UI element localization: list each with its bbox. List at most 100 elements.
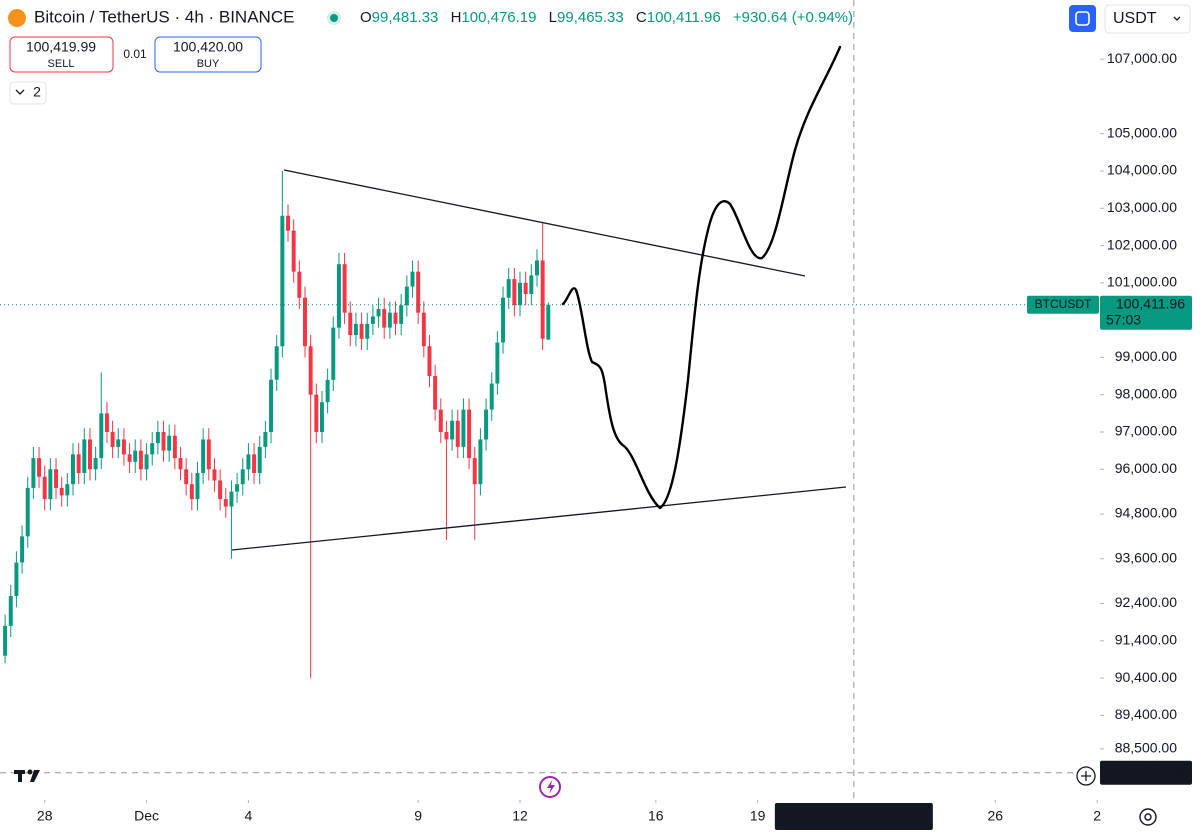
ohlc-key: L: [549, 9, 557, 26]
candle-body: [184, 469, 189, 485]
candle-body: [93, 458, 98, 470]
replay-button[interactable]: [1069, 5, 1096, 32]
candle-body: [342, 264, 347, 313]
candle-body: [229, 491, 234, 507]
candle-body: [201, 439, 206, 474]
settings-icon[interactable]: [1139, 808, 1157, 826]
candle-body: [512, 279, 517, 306]
x-tick-label: Dec: [134, 808, 159, 824]
candle-body: [8, 596, 13, 626]
candle-body: [252, 454, 257, 474]
candle-body: [393, 312, 398, 324]
candle-body: [206, 439, 211, 470]
symbol-tag-label: BTCUSDT: [1035, 297, 1092, 311]
candle-body: [189, 484, 194, 500]
candle-body: [82, 439, 87, 474]
candle-body: [59, 487, 64, 496]
axes: 107,000.00 105,000.00 104,000.00 103,000.00…: [37, 50, 1192, 830]
candle-body: [76, 454, 81, 474]
x-tick-label: 19: [750, 808, 766, 824]
candle-body: [353, 323, 358, 336]
candle-body: [291, 230, 296, 272]
candle-body: [161, 431, 166, 451]
candle-body: [150, 443, 155, 455]
x-tick-label: 9: [414, 808, 422, 824]
y-tick-label: 102,000.00: [1107, 236, 1177, 252]
forecast-drawing: [561, 45, 842, 510]
candle-body: [121, 439, 126, 455]
y-tick-label: 89,400.00: [1115, 706, 1177, 722]
candle-body: [218, 480, 223, 500]
logo-part: [27, 769, 33, 775]
sell-label: SELL: [48, 58, 75, 70]
candle-body: [359, 323, 364, 339]
candle-body: [223, 499, 228, 507]
status-dot: [330, 14, 338, 22]
candle-body: [518, 282, 522, 306]
layers-toggle[interactable]: [9, 81, 47, 105]
x-tick-label: 26: [988, 808, 1004, 824]
y-tick-label: 107,000.00: [1107, 50, 1177, 66]
candle-body: [133, 450, 138, 462]
candle-body: [54, 469, 58, 488]
sell-button[interactable]: [9, 36, 114, 73]
candle-body: [240, 469, 245, 485]
candle-body: [3, 625, 8, 656]
candle-body: [99, 413, 104, 459]
crosshair-time-label: Sat 21 Dec '24 20:00: [789, 808, 920, 824]
candle-body: [212, 469, 217, 481]
candle-body: [65, 484, 70, 496]
candle-body: [286, 215, 290, 231]
candle-body: [42, 476, 47, 500]
candle-body: [195, 473, 200, 500]
candle-body: [399, 305, 404, 324]
candle-body: [71, 454, 75, 485]
candle-body: [546, 304, 551, 340]
x-tick-label: 2: [1093, 808, 1101, 824]
candle-body: [303, 297, 307, 347]
candle-body: [455, 420, 460, 447]
countdown-label: 57:03: [1106, 311, 1141, 327]
currency-select[interactable]: [1104, 4, 1191, 34]
logo-part: [18, 770, 22, 782]
x-tick-label: 12: [512, 808, 528, 824]
y-tick-label: 103,000.00: [1107, 199, 1177, 215]
x-tick-label: 4: [245, 808, 253, 824]
candle-body: [336, 264, 341, 328]
tradingview-logo[interactable]: [14, 769, 40, 783]
candle-body: [495, 342, 500, 384]
candle-body: [450, 420, 455, 440]
chevron-icon: [1173, 16, 1181, 21]
y-tick-label: 104,000.00: [1107, 162, 1177, 178]
buy-price: 100,420.00: [173, 39, 243, 55]
ohlc-value: 100,476.19: [461, 9, 536, 26]
candle-body: [263, 431, 268, 447]
candle-body: [155, 431, 160, 444]
candle-body: [540, 260, 545, 339]
symbol-icon: [8, 9, 26, 27]
last-price-tag: [1100, 295, 1192, 330]
buy-button[interactable]: [154, 36, 262, 73]
candle-body: [523, 282, 528, 295]
candle-body: [365, 323, 370, 339]
y-tick-label: 99,000.00: [1115, 348, 1177, 364]
candle-body: [370, 316, 375, 324]
candle-body: [467, 409, 472, 459]
candle-body: [489, 383, 494, 410]
layers-count: 2: [33, 84, 41, 100]
x-tick-label: 28: [37, 808, 53, 824]
crosshair-price-label: 87,859.36: [1123, 764, 1185, 780]
candle-body: [14, 562, 19, 597]
candle-body: [506, 279, 511, 298]
ohlc-value: 100,411.96: [647, 9, 721, 26]
symbol-title[interactable]: Bitcoin / TetherUS · 4h · BINANCE: [34, 7, 294, 26]
y-tick-label: 105,000.00: [1107, 124, 1177, 140]
candle-body: [167, 435, 172, 451]
candle-body: [37, 458, 42, 477]
sell-price: 100,419.99: [26, 39, 96, 55]
candle-body: [104, 413, 109, 432]
price-axis: [1100, 0, 1200, 800]
candle-body: [20, 536, 25, 563]
y-tick-label: 98,000.00: [1115, 385, 1177, 401]
candle-body: [438, 409, 443, 432]
